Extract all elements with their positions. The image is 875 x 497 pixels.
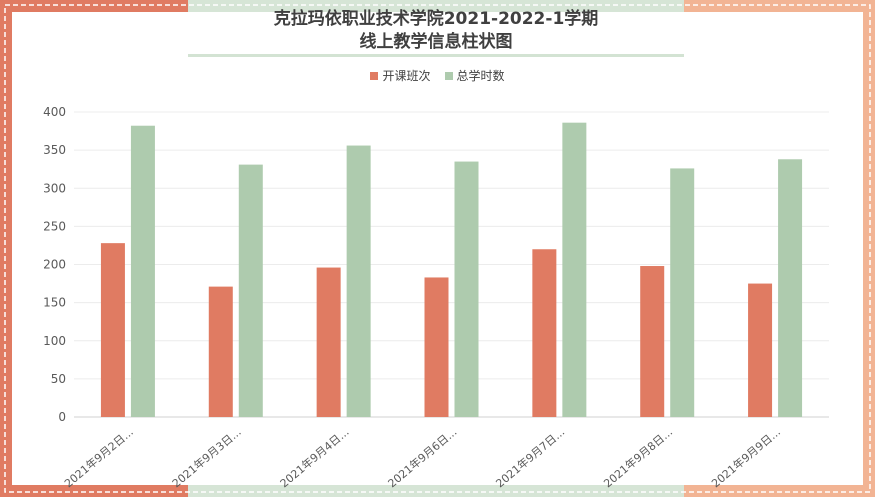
- y-tick-label: 100: [43, 334, 66, 348]
- legend-label-1: 开课班次: [382, 69, 431, 83]
- title-line-1: 克拉玛依职业技术学院2021-2022-1学期: [273, 9, 599, 29]
- legend-item-1[interactable]: 开课班次: [370, 67, 431, 84]
- x-tick-label: 2021年9月7日...: [493, 425, 567, 491]
- legend-swatch-2: [444, 71, 453, 80]
- legend-label-2: 总学时数: [456, 69, 505, 83]
- y-tick-label: 0: [58, 410, 66, 424]
- x-tick-label: 2021年9月8日...: [601, 425, 675, 491]
- x-tick-label: 2021年9月9日...: [709, 425, 783, 491]
- bar-1: [100, 243, 125, 417]
- bar-1: [208, 286, 233, 417]
- legend-swatch-1: [370, 71, 379, 80]
- bar-2: [670, 168, 695, 417]
- y-tick-label: 300: [43, 181, 66, 195]
- bar-2: [130, 125, 155, 417]
- x-tick-label: 2021年9月2日...: [61, 425, 135, 491]
- bar-2: [346, 145, 371, 418]
- bar-2: [238, 164, 263, 417]
- bar-2: [778, 159, 803, 417]
- title-line-2: 线上教学信息柱状图: [359, 32, 513, 52]
- bar-1: [748, 283, 773, 417]
- x-tick-label: 2021年9月6日...: [385, 425, 459, 491]
- bar-1: [640, 266, 665, 417]
- bar-2: [454, 161, 479, 417]
- legend: 开课班次 总学时数: [0, 67, 875, 84]
- bar-1: [316, 267, 341, 417]
- y-tick-label: 400: [43, 105, 66, 119]
- y-tick-label: 150: [43, 296, 66, 310]
- title-underline: [188, 54, 684, 57]
- y-tick-label: 50: [51, 372, 66, 386]
- x-tick-label: 2021年9月3日...: [169, 425, 243, 491]
- legend-item-2[interactable]: 总学时数: [444, 67, 505, 84]
- bar-2: [562, 122, 587, 418]
- bar-1: [532, 249, 557, 417]
- bar-1: [424, 277, 449, 417]
- chart-title: 克拉玛依职业技术学院2021-2022-1学期 线上教学信息柱状图: [188, 8, 684, 54]
- x-tick-label: 2021年9月4日...: [277, 425, 351, 491]
- y-tick-label: 350: [43, 143, 66, 157]
- y-tick-label: 250: [43, 219, 66, 233]
- y-tick-label: 200: [43, 258, 66, 272]
